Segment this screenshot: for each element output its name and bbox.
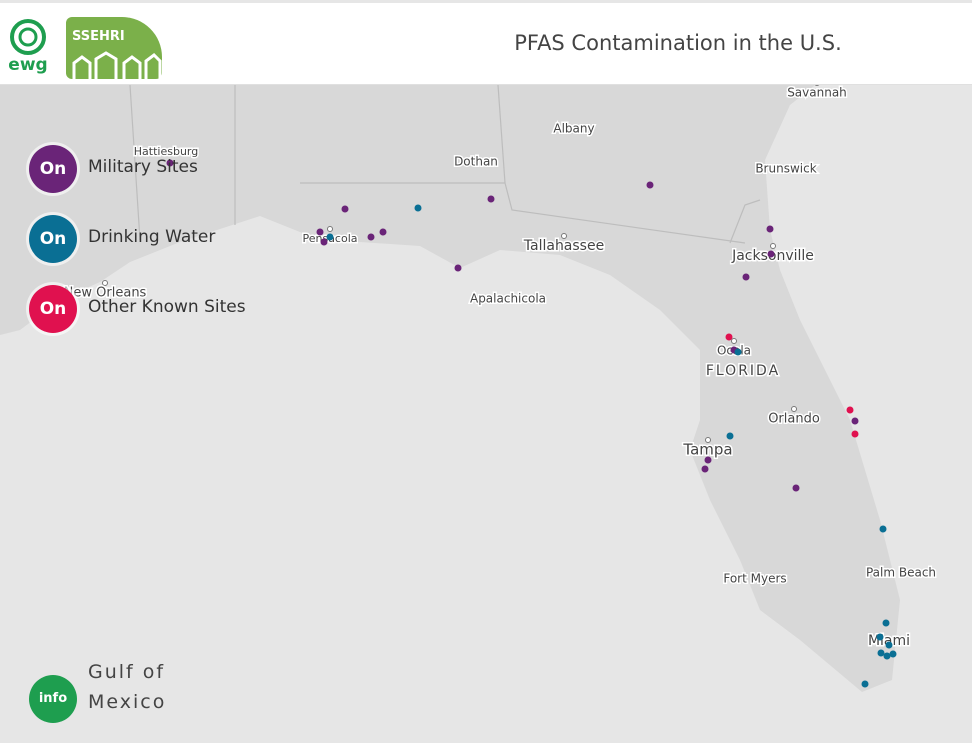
site-dot <box>877 649 885 657</box>
place-dot <box>705 437 711 443</box>
site-dot <box>414 204 422 212</box>
toggle-button[interactable]: On <box>29 145 77 193</box>
header: ewg SSEHRI PFAS Contamination in the U.S… <box>0 3 972 85</box>
toggle-button[interactable]: On <box>29 215 77 263</box>
toggle-label: Drinking Water <box>88 227 216 247</box>
place-dot <box>102 280 108 286</box>
site-dot <box>883 652 891 660</box>
ewg-icon <box>10 19 46 55</box>
site-dot <box>851 417 859 425</box>
place-label: Dothan <box>454 155 498 169</box>
place-label: Apalachicola <box>470 292 546 306</box>
ssehri-houses <box>72 51 162 79</box>
place-label: FLORIDA <box>706 363 780 379</box>
site-dot <box>889 650 897 658</box>
site-dot <box>487 195 495 203</box>
site-dot <box>885 641 893 649</box>
place-label: Tallahassee <box>523 238 604 254</box>
site-dot <box>367 233 375 241</box>
water-body-line: Mexico <box>88 691 167 713</box>
ewg-ring <box>10 19 46 55</box>
place-label: Hattiesburg <box>134 145 198 158</box>
site-dot <box>379 228 387 236</box>
site-dot <box>742 273 750 281</box>
place-dot <box>561 233 567 239</box>
site-dot <box>316 228 324 236</box>
place-labels: Savannah Albany Hattiesburg Dothan Brunswick… <box>62 80 938 651</box>
site-dot <box>767 250 775 258</box>
toggle-button[interactable]: On <box>29 285 77 333</box>
place-dot <box>791 406 797 412</box>
place-label: Fort Myers <box>723 572 786 586</box>
ewg-text: ewg <box>8 55 48 75</box>
page-title: PFAS Contamination in the U.S. <box>514 31 842 55</box>
border <box>129 84 141 241</box>
ssehri-text: SSEHRI <box>72 29 125 44</box>
water-body-line: Gulf of <box>88 661 166 683</box>
info-button[interactable]: info <box>29 675 77 723</box>
border <box>729 199 761 244</box>
site-dot <box>646 181 654 189</box>
ewg-ring <box>18 27 38 47</box>
place-label: New Orleans <box>64 286 147 301</box>
place-label: Albany <box>553 122 594 136</box>
border <box>497 84 506 184</box>
site-dot <box>766 225 774 233</box>
place-label: Tampa <box>682 441 732 459</box>
site-dot <box>725 333 733 341</box>
ewg-logo: ewg <box>8 19 48 75</box>
toggle-label: Military Sites <box>88 157 198 177</box>
site-dot <box>454 264 462 272</box>
place-label: Brunswick <box>755 162 816 176</box>
toggle-label: Other Known Sites <box>88 297 246 317</box>
site-dot <box>792 484 800 492</box>
site-dot <box>861 680 869 688</box>
site-dot <box>701 465 709 473</box>
place-label: Savannah <box>787 86 847 100</box>
site-dot <box>320 238 328 246</box>
site-dot <box>882 619 890 627</box>
water-body-label: Gulf of Mexico <box>88 657 166 717</box>
place-dot <box>731 338 737 344</box>
site-dot <box>879 525 887 533</box>
site-dot <box>734 348 742 356</box>
site-dot <box>726 432 734 440</box>
place-label: Palm Beach <box>866 566 936 580</box>
site-dots <box>166 159 897 688</box>
border <box>300 182 746 244</box>
site-dot <box>341 205 349 213</box>
ssehri-logo: SSEHRI <box>66 17 162 79</box>
site-dot <box>166 159 174 167</box>
land <box>0 85 900 692</box>
site-dot <box>851 430 859 438</box>
site-dot <box>846 406 854 414</box>
site-dot <box>876 633 884 641</box>
site-dot <box>326 233 334 241</box>
site-dot <box>704 456 712 464</box>
place-label: Orlando <box>768 412 820 427</box>
place-dot <box>327 226 333 232</box>
state-borders <box>129 84 761 244</box>
place-dot <box>770 243 776 249</box>
